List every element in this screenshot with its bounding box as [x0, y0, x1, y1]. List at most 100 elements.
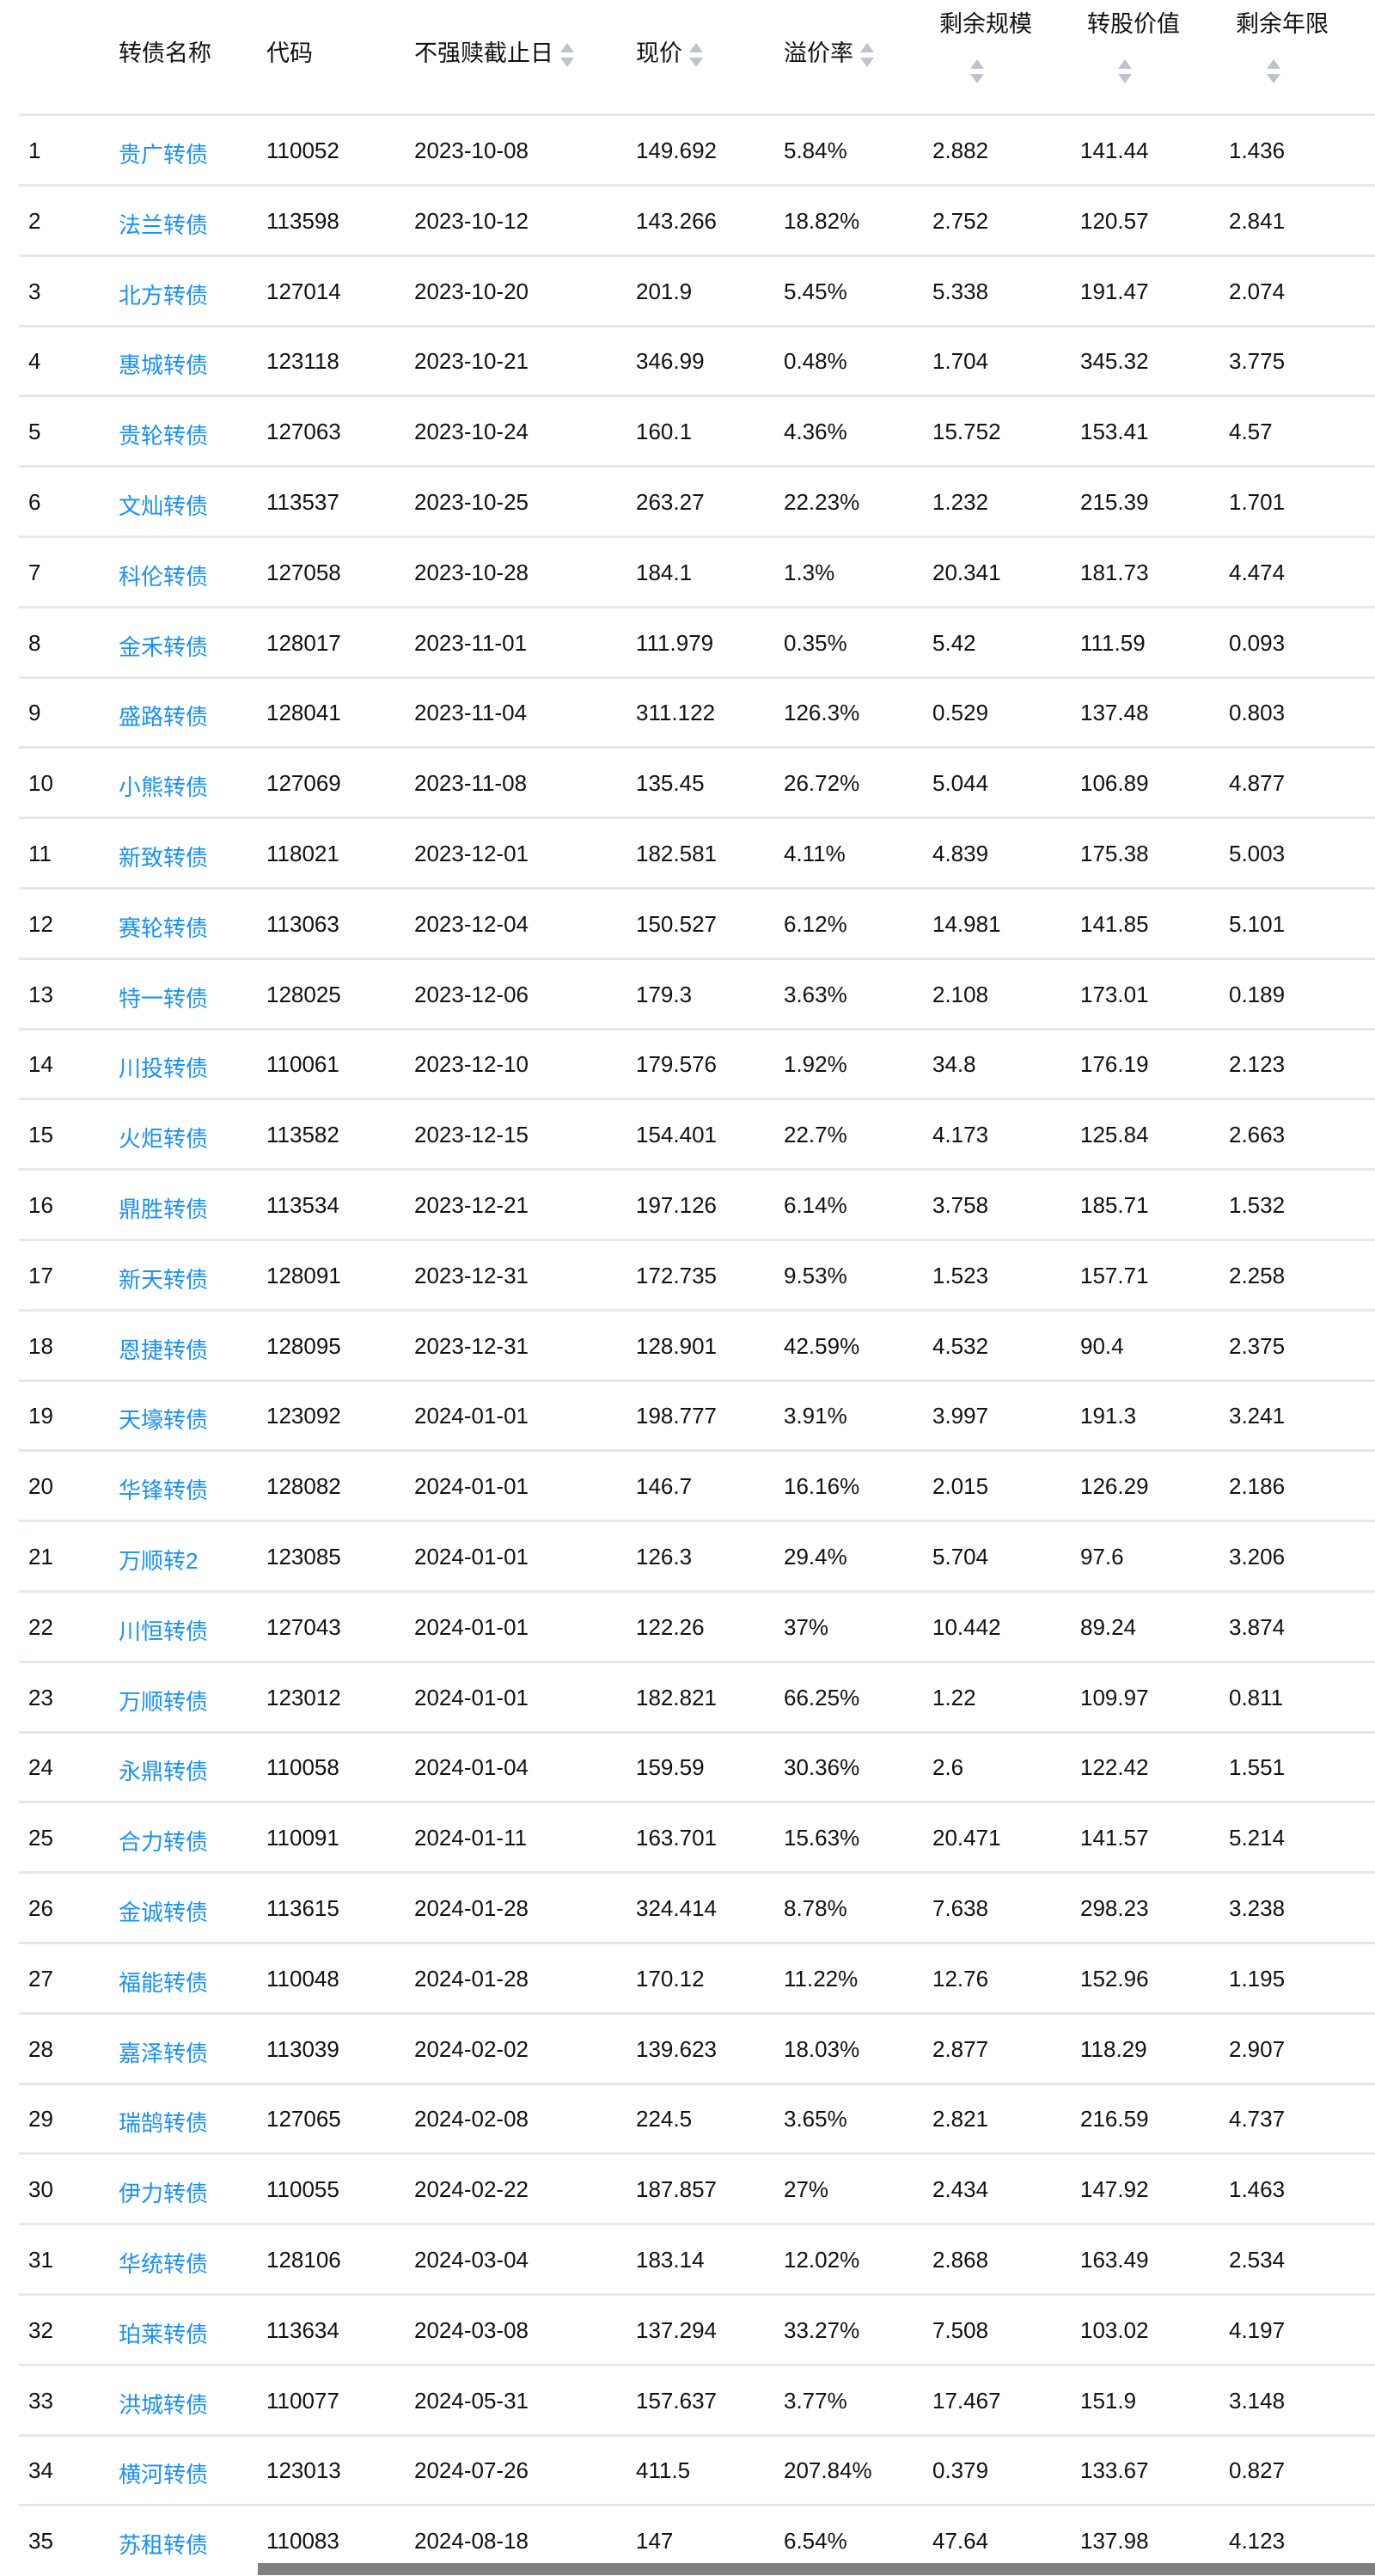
- no-redeem-deadline: 2024-02-02: [414, 2035, 529, 2062]
- remaining-scale: 5.42: [932, 629, 976, 656]
- bond-name-link[interactable]: 苏租转债: [119, 2532, 209, 2559]
- remaining-scale: 4.839: [932, 841, 989, 866]
- premium-rate: 0.48%: [784, 348, 847, 375]
- bond-name-link[interactable]: 北方转债: [119, 282, 209, 309]
- bond-name-link[interactable]: 盛路转债: [119, 704, 209, 731]
- row-index: 22: [28, 1613, 53, 1640]
- remaining-scale: 3.997: [932, 1403, 989, 1429]
- bond-name-link[interactable]: 万顺转2: [119, 1548, 199, 1574]
- bond-name-link[interactable]: 鼎胜转债: [119, 1196, 209, 1222]
- bond-name-link[interactable]: 新致转债: [119, 845, 209, 871]
- column-header-label: 转股价值: [1087, 11, 1180, 37]
- horizontal-scrollbar[interactable]: [258, 2563, 1375, 2575]
- premium-rate: 30.36%: [784, 1754, 860, 1781]
- remaining-scale: 4.532: [932, 1332, 989, 1359]
- bond-name-link[interactable]: 万顺转债: [119, 1688, 209, 1715]
- row-divider: [19, 1239, 1375, 1241]
- bond-name-link[interactable]: 伊力转债: [119, 2181, 209, 2207]
- row-index: 34: [28, 2457, 53, 2484]
- table-row: 4 惠城转债 123118 2023-10-21 346.99 0.48% 1.704 345…: [0, 326, 1375, 398]
- conversion-value: 185.71: [1080, 1192, 1149, 1218]
- bond-name-link[interactable]: 贵广转债: [119, 142, 209, 168]
- column-header-price[interactable]: 现价: [636, 34, 703, 68]
- remaining-scale: 12.76: [932, 1965, 989, 1992]
- bond-name-link[interactable]: 惠城转债: [119, 352, 209, 379]
- bond-name-link[interactable]: 科伦转债: [119, 563, 209, 590]
- sort-caret-up-down-icon[interactable]: [1267, 58, 1280, 84]
- bond-name-link[interactable]: 洪城转债: [119, 2391, 209, 2418]
- bond-name-link[interactable]: 火炬转债: [119, 1126, 209, 1153]
- remaining-years: 2.841: [1229, 207, 1286, 234]
- column-header-date[interactable]: 不强赎截止日: [414, 34, 574, 68]
- remaining-scale: 2.821: [932, 2106, 989, 2132]
- bond-name-link[interactable]: 永鼎转债: [119, 1759, 209, 1785]
- bond-name-link[interactable]: 福能转债: [119, 1969, 209, 1996]
- current-price: 126.3: [636, 1544, 693, 1569]
- current-price: 224.5: [636, 2106, 693, 2132]
- sort-caret-up-down-icon[interactable]: [689, 42, 703, 68]
- conversion-value: 125.84: [1080, 1122, 1149, 1148]
- bond-name-link[interactable]: 恩捷转债: [119, 1337, 209, 1363]
- conversion-value: 120.57: [1080, 207, 1149, 234]
- remaining-years: 1.436: [1229, 138, 1286, 163]
- bond-name-link[interactable]: 珀莱转债: [119, 2321, 209, 2347]
- column-header-convert-value[interactable]: 转股价值: [1087, 5, 1180, 83]
- sort-caret-up-down-icon[interactable]: [970, 58, 984, 84]
- remaining-years: 3.206: [1229, 1544, 1286, 1569]
- bond-name-link[interactable]: 赛轮转债: [119, 915, 209, 941]
- current-price: 263.27: [636, 489, 705, 515]
- conversion-value: 141.85: [1080, 910, 1149, 937]
- bond-name-link[interactable]: 小熊转债: [119, 774, 209, 801]
- sort-caret-up-down-icon[interactable]: [860, 42, 874, 68]
- bond-code: 128106: [266, 2247, 341, 2273]
- current-price: 163.701: [636, 1825, 717, 1851]
- remaining-years: 2.375: [1229, 1332, 1286, 1359]
- remaining-years: 2.186: [1229, 1473, 1286, 1500]
- bond-name-link[interactable]: 天壕转债: [119, 1407, 209, 1434]
- bond-name-link[interactable]: 金诚转债: [119, 1900, 209, 1925]
- conversion-value: 181.73: [1080, 559, 1149, 585]
- bond-name-link[interactable]: 新天转债: [119, 1266, 209, 1293]
- conversion-value: 137.48: [1080, 700, 1149, 726]
- bond-name-link[interactable]: 合力转债: [119, 1829, 209, 1856]
- column-header-premium[interactable]: 溢价率: [784, 34, 874, 68]
- current-price: 139.623: [636, 2035, 717, 2062]
- bond-name-link[interactable]: 嘉泽转债: [119, 2040, 209, 2066]
- sort-caret-up-down-icon[interactable]: [560, 42, 574, 68]
- remaining-scale: 10.442: [932, 1613, 1001, 1640]
- bond-name-link[interactable]: 金禾转债: [119, 633, 209, 660]
- bond-name-link[interactable]: 文灿转债: [119, 493, 209, 519]
- bond-name-link[interactable]: 横河转债: [119, 2462, 209, 2488]
- column-header-scale[interactable]: 剩余规模: [939, 5, 1032, 83]
- premium-rate: 12.02%: [784, 2247, 860, 2273]
- bond-name-link[interactable]: 特一转债: [119, 985, 209, 1012]
- bond-code: 113615: [266, 1895, 339, 1921]
- conversion-value: 97.6: [1080, 1544, 1124, 1569]
- table-row: 1 贵广转债 110052 2023-10-08 149.692 5.84% 2.882 14…: [0, 115, 1375, 187]
- row-divider: [19, 1098, 1375, 1101]
- row-index: 2: [28, 207, 41, 234]
- bond-name-link[interactable]: 川投转债: [119, 1055, 209, 1082]
- bond-name-link[interactable]: 华统转债: [119, 2251, 209, 2277]
- row-divider: [19, 1379, 1375, 1382]
- premium-rate: 18.82%: [784, 207, 860, 234]
- no-redeem-deadline: 2024-01-01: [414, 1613, 529, 1640]
- row-index: 30: [28, 2176, 53, 2203]
- bond-code: 113063: [266, 910, 339, 937]
- premium-rate: 27%: [784, 2176, 829, 2203]
- row-divider: [19, 1520, 1375, 1523]
- remaining-scale: 5.338: [932, 278, 989, 304]
- bond-name-link[interactable]: 法兰转债: [119, 211, 209, 238]
- remaining-years: 3.238: [1229, 1895, 1286, 1921]
- bond-name-link[interactable]: 华锋转债: [119, 1478, 209, 1504]
- current-price: 411.5: [636, 2457, 691, 2484]
- bond-name-link[interactable]: 川恒转债: [119, 1618, 209, 1644]
- sort-caret-up-down-icon[interactable]: [1118, 58, 1132, 84]
- conversion-value: 126.29: [1080, 1473, 1149, 1500]
- row-index: 11: [28, 841, 52, 866]
- bond-name-link[interactable]: 贵轮转债: [119, 423, 209, 450]
- no-redeem-deadline: 2023-10-21: [414, 348, 529, 375]
- column-header-years[interactable]: 剩余年限: [1236, 5, 1329, 83]
- bond-name-link[interactable]: 瑞鹄转债: [119, 2110, 209, 2137]
- row-index: 25: [28, 1825, 53, 1851]
